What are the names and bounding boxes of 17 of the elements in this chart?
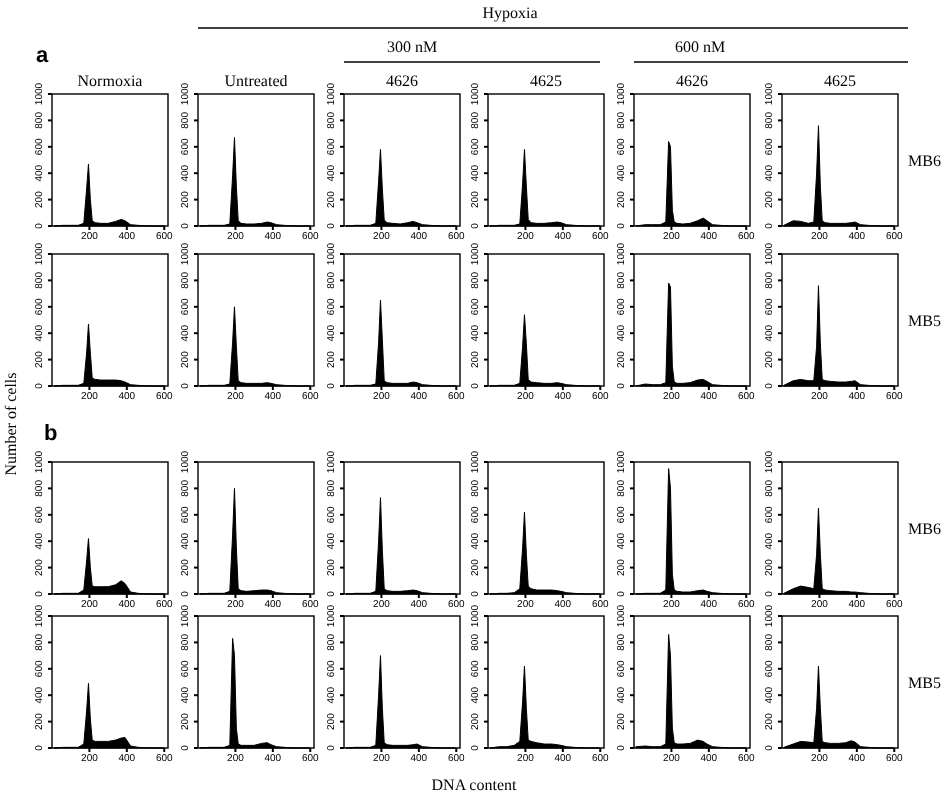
chart-title: Untreated: [224, 72, 288, 90]
chart-title: 4625: [530, 72, 562, 90]
chart-title: Normoxia: [77, 72, 144, 90]
text: a: [36, 44, 50, 68]
chart-title: 4626: [386, 72, 418, 90]
y2-axis-title: MB5: [908, 674, 941, 692]
chart-title: 4626: [676, 72, 708, 90]
text: b: [44, 422, 58, 446]
text: Number of cells: [2, 372, 20, 476]
text: 600 nM: [674, 38, 726, 56]
chart-title: 4625: [824, 72, 856, 90]
y2-axis-title: MB5: [908, 312, 941, 330]
text: DNA content: [431, 776, 518, 794]
y2-axis-title: MB6: [908, 152, 941, 170]
text: 300 nM: [386, 38, 438, 56]
text: Hypoxia: [482, 4, 539, 22]
y2-axis-title: MB6: [908, 520, 941, 538]
